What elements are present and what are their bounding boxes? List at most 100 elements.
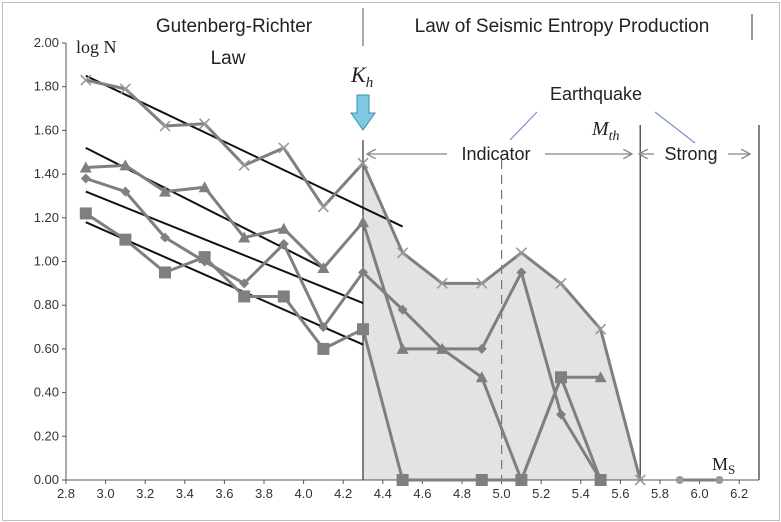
x-tick-label: 3.0 [97, 486, 115, 501]
y-tick-label: 1.40 [34, 166, 59, 181]
marker-diamond [318, 322, 329, 333]
x-tick-label: 4.2 [334, 486, 352, 501]
marker-diamond [80, 173, 91, 184]
marker-diamond [278, 239, 289, 250]
marker-square [119, 233, 132, 246]
marker-diamond [556, 409, 566, 420]
x-tick-label: 3.2 [136, 486, 154, 501]
y-tick-label: 1.80 [34, 79, 59, 94]
marker-x [199, 118, 211, 130]
y-tick-label: 0.20 [34, 428, 59, 443]
x-tick-label: 4.6 [413, 486, 431, 501]
earthquake-pointer-right [654, 111, 696, 144]
x-tick-label: 3.6 [215, 486, 233, 501]
marker-triangle [238, 231, 251, 243]
indicator-label: Indicator [461, 144, 530, 164]
earthquake-pointer-left [509, 111, 538, 141]
marker-square [277, 290, 290, 303]
entropy-title: Law of Seismic Entropy Production [415, 16, 710, 37]
marker-x [119, 83, 131, 95]
fit-line-2 [85, 190, 364, 304]
x-tick-label: 6.0 [691, 486, 709, 501]
vertical-lines [362, 125, 760, 480]
y-tick-label: 0.80 [34, 297, 59, 312]
x-tick-label: 4.4 [374, 486, 392, 501]
marker-x [515, 247, 527, 259]
mth-label: Mth [591, 118, 620, 144]
y-tick-label: 1.20 [34, 210, 59, 225]
marker-diamond [437, 343, 448, 354]
fit-line-0 [85, 74, 404, 228]
marker-diamond [160, 232, 170, 243]
marker-square [317, 342, 330, 355]
marker-square [357, 323, 369, 336]
marker-x [357, 157, 369, 169]
data-series [79, 74, 724, 486]
marker-x [397, 247, 409, 259]
marker-x [436, 277, 448, 289]
marker-x [238, 159, 250, 171]
marker-triangle [119, 159, 132, 171]
kh-arrow-icon [350, 94, 376, 131]
marker-square [396, 474, 409, 486]
marker-square [159, 266, 171, 279]
marker-square [555, 371, 567, 384]
y-tick-label: 0.60 [34, 341, 59, 356]
marker-triangle [396, 342, 409, 354]
earthquake-label: Earthquake [550, 84, 642, 104]
x-tick-label: 5.6 [611, 486, 629, 501]
x-tick-label: 5.4 [572, 486, 590, 501]
tick-labels: 0.00 0.20 0.40 0.60 0.80 1.00 1.20 1.40 1.60 1.80… [34, 35, 749, 501]
kh-label: Kh [350, 62, 373, 91]
marker-triangle [79, 161, 92, 173]
x-tick-label: 5.0 [493, 486, 511, 501]
x-tick-label: 4.0 [295, 486, 313, 501]
y-tick-label: 2.00 [34, 35, 59, 50]
marker-square [198, 251, 211, 264]
marker-x [317, 201, 329, 213]
marker-diamond [358, 267, 368, 278]
marker-triangle [277, 222, 290, 234]
marker-circle [675, 476, 684, 484]
marker-x [278, 142, 290, 154]
x-tick-label: 3.8 [255, 486, 273, 501]
marker-square [594, 474, 607, 486]
marker-diamond [476, 343, 487, 354]
y-tick-label: 1.60 [34, 122, 59, 137]
y-tick-label: 0.40 [34, 385, 59, 400]
strong-label: Strong [664, 144, 717, 164]
x-tick-label: 6.2 [730, 486, 748, 501]
marker-triangle [198, 181, 211, 193]
marker-triangle [594, 371, 607, 383]
marker-circle [715, 476, 724, 484]
marker-square [79, 207, 92, 220]
marker-diamond [239, 278, 250, 289]
y-axis-label: log N [76, 37, 117, 57]
x-tick-label: 3.4 [176, 486, 194, 501]
series-line-triangle [85, 163, 601, 482]
marker-diamond [120, 186, 131, 197]
marker-x [476, 277, 488, 289]
y-tick-label: 1.00 [34, 254, 59, 269]
marker-square [475, 474, 488, 486]
x-tick-label: 4.8 [453, 486, 471, 501]
marker-triangle [317, 262, 330, 274]
marker-x [159, 120, 171, 132]
marker-x [634, 474, 646, 486]
marker-x [80, 74, 92, 86]
marker-x [555, 277, 567, 289]
marker-x [595, 323, 607, 335]
series-line-diamond [85, 177, 602, 481]
x-tick-label: 5.2 [532, 486, 550, 501]
x-tick-label: 5.8 [651, 486, 669, 501]
marker-diamond [516, 267, 527, 278]
marker-triangle [159, 185, 171, 197]
gr-title-line2: Law [211, 48, 246, 69]
gr-title-line1: Gutenberg-Richter [156, 16, 313, 37]
marker-square [515, 474, 528, 486]
fit-line-3 [85, 221, 364, 346]
x-axis-label: MS [712, 454, 735, 477]
y-tick-label: 0.00 [34, 472, 59, 487]
marker-diamond [397, 304, 408, 315]
